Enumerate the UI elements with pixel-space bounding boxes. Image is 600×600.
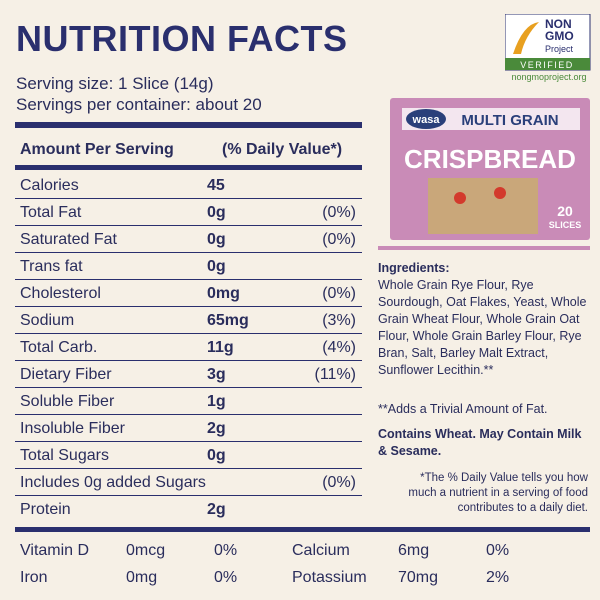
- nutrient-row: Total Fat 0g (0%): [15, 199, 362, 226]
- box-band: [402, 108, 580, 130]
- logo-leaf: [513, 22, 539, 54]
- logo-text: NON: [545, 17, 572, 31]
- vitamin-cell: Potassium: [292, 569, 367, 586]
- daily-value: (3%): [322, 312, 356, 329]
- nutrient-row: Calories 45: [15, 172, 362, 199]
- amount: 0g: [207, 204, 226, 221]
- nutrient-row: Saturated Fat 0g (0%): [15, 226, 362, 253]
- daily-value: (0%): [322, 231, 356, 248]
- nutrient-name: Total Carb.: [20, 339, 98, 356]
- rule: [15, 165, 362, 170]
- bread: [428, 178, 538, 234]
- nutrient-row: Insoluble Fiber 2g: [15, 415, 362, 442]
- vitamin-cell: 0%: [214, 542, 238, 559]
- nutrient-row: Soluble Fiber 1g: [15, 388, 362, 415]
- amount: 11g: [207, 339, 234, 356]
- daily-value: (0%): [322, 204, 356, 221]
- tomato: [454, 192, 466, 204]
- logo-text: VERIFIED: [520, 60, 574, 70]
- product-image: wasa MULTI GRAIN CRISPBREAD 20 SLICES: [390, 98, 590, 240]
- rule: [15, 122, 362, 128]
- product-name: CRISPBREAD: [404, 144, 576, 174]
- table-header: Amount Per Serving: [20, 141, 174, 158]
- nutrient-name: Total Fat: [20, 204, 82, 221]
- nutrient-row: Trans fat 0g: [15, 253, 362, 280]
- amount: 45: [207, 177, 225, 194]
- amount: 0g: [207, 447, 226, 464]
- amount: 3g: [207, 366, 226, 383]
- nutrient-name: Trans fat: [20, 258, 83, 275]
- nutrient-name: Soluble Fiber: [20, 393, 115, 410]
- servings-per-container: Servings per container: about 20: [16, 95, 262, 114]
- title: NUTRITION FACTS: [16, 18, 348, 59]
- nutrient-row: Total Sugars 0g: [15, 442, 362, 469]
- logo-band: [505, 58, 590, 70]
- vitamin-cell: 0mcg: [126, 542, 166, 559]
- nutrient-name: Includes 0g added Sugars: [20, 474, 206, 491]
- logo-url: nongmoproject.org: [511, 72, 586, 82]
- amount: 2g: [207, 501, 226, 518]
- vitamin-cell: 70mg: [398, 569, 439, 586]
- footnote: *The % Daily Value tells you how much a …: [408, 472, 588, 514]
- ingredients-text: Whole Grain Rye Flour, Rye Sourdough, Oa…: [378, 278, 587, 377]
- vitamin-cell: 0%: [486, 542, 510, 559]
- nutrient-row: Total Carb. 11g (4%): [15, 334, 362, 361]
- amount: 0g: [207, 258, 226, 275]
- count: 20: [557, 203, 573, 219]
- daily-value: (0%): [322, 285, 356, 302]
- nutrient-name: Calories: [20, 177, 79, 194]
- unit: SLICES: [549, 220, 582, 230]
- nutrient-name: Insoluble Fiber: [20, 420, 125, 437]
- nutrient-row: Cholesterol 0mg (0%): [15, 280, 362, 307]
- rule: [378, 246, 590, 250]
- logo-text: GMO: [545, 29, 574, 43]
- vitamin-cell: Calcium: [292, 542, 350, 559]
- vitamin-cell: Iron: [20, 569, 48, 586]
- amount: 0g: [207, 231, 226, 248]
- amount: 2g: [207, 420, 226, 437]
- nutrient-row: Dietary Fiber 3g (11%): [15, 361, 362, 388]
- table-header: (% Daily Value*): [222, 141, 343, 158]
- variety: MULTI GRAIN: [461, 112, 558, 129]
- nutrient-name: Protein: [20, 501, 71, 518]
- allergen: Contains Wheat. May Contain Milk & Sesam…: [378, 427, 582, 458]
- rule: [15, 527, 590, 532]
- vitamin-cell: 0%: [214, 569, 238, 586]
- vitamin-cell: 2%: [486, 569, 510, 586]
- vitamin-cell: 0mg: [126, 569, 158, 586]
- amount: 0mg: [207, 285, 240, 302]
- nutrient-row: Includes 0g added Sugars (0%): [15, 469, 362, 496]
- amount: 65mg: [207, 312, 249, 329]
- tomato: [494, 187, 506, 199]
- ingredients-heading: Ingredients:: [378, 261, 450, 275]
- nutrient-name: Cholesterol: [20, 285, 101, 302]
- daily-value: (0%): [322, 474, 356, 491]
- nutrient-row: Sodium 65mg (3%): [15, 307, 362, 334]
- brand-oval: [406, 109, 446, 129]
- amount: 1g: [207, 393, 226, 410]
- nutrient-name: Sodium: [20, 312, 75, 329]
- nutrient-name: Saturated Fat: [20, 231, 117, 248]
- nutrient-name: Total Sugars: [20, 447, 109, 464]
- note: **Adds a Trivial Amount of Fat.: [378, 402, 548, 416]
- vitamin-cell: Vitamin D: [20, 542, 90, 559]
- nutrient-row: Protein 2g: [15, 496, 362, 523]
- logo-text: Project: [545, 44, 574, 54]
- brand: wasa: [412, 114, 441, 126]
- daily-value: (4%): [322, 339, 356, 356]
- daily-value: (11%): [314, 366, 357, 383]
- serving-size: Serving size: 1 Slice (14g): [16, 74, 214, 93]
- nutrient-name: Dietary Fiber: [20, 366, 112, 383]
- logo: NON GMO Project VERIFIED nongmoproject.o…: [505, 14, 591, 82]
- vitamin-cell: 6mg: [398, 542, 430, 559]
